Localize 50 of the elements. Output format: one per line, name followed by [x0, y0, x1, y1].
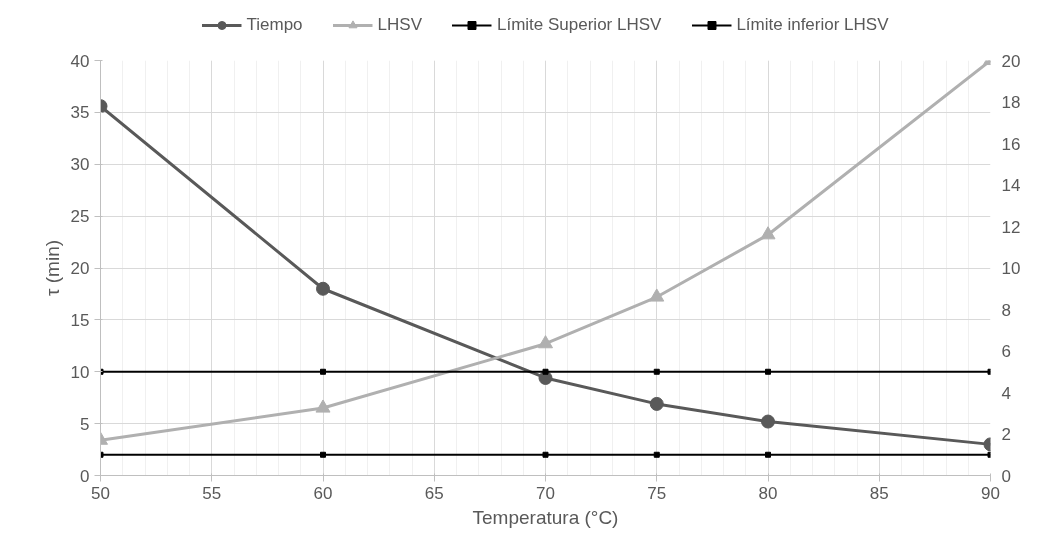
y2-tick-label: 20: [1001, 51, 1021, 71]
x-tick-label: 70: [536, 483, 555, 503]
x-tick-label: 65: [424, 483, 444, 503]
y2-tick-label: 4: [1001, 383, 1011, 403]
point: [653, 368, 660, 375]
y-tick-label: 35: [70, 103, 90, 123]
x-tick-label: 90: [981, 483, 1000, 503]
y-axis-title: τ (min): [41, 239, 63, 297]
x-tick-label: 80: [758, 483, 778, 503]
y2-tick-label: 10: [1001, 259, 1021, 278]
y-tick-label: 30: [70, 155, 90, 175]
legend-label: Límite Superior LHSV: [496, 15, 662, 35]
x-axis-title: Temperatura (°C): [472, 506, 619, 528]
y2-tick-label: 6: [1001, 342, 1011, 361]
x-tick-label: 55: [202, 483, 222, 503]
y2-tick-label: 0: [1001, 466, 1011, 486]
y-tick-label: 5: [80, 414, 90, 434]
point: [316, 281, 330, 296]
y-tick-label: 0: [80, 466, 90, 486]
y-tick-label: 10: [70, 362, 90, 382]
point: [649, 396, 664, 411]
y2-tick-label: 14: [1001, 176, 1021, 195]
y2-tick-label: 12: [1001, 217, 1021, 237]
x-tick-label: 75: [647, 483, 667, 503]
x-tick-label: 50: [91, 483, 110, 503]
x-tick-label: 60: [313, 483, 333, 503]
y-tick-label: 15: [70, 310, 90, 330]
point: [649, 288, 665, 302]
y-tick-label: 40: [70, 51, 90, 71]
y2-tick-label: 18: [1001, 93, 1021, 112]
legend-label: Tiempo: [246, 15, 303, 35]
point: [320, 451, 326, 458]
y2-tick-label: 16: [1001, 134, 1021, 154]
point: [653, 451, 660, 458]
y2-tick-label: 2: [1001, 425, 1011, 444]
point: [542, 451, 549, 458]
point: [765, 368, 771, 375]
point: [315, 399, 331, 413]
point: [765, 451, 771, 458]
x-tick-label: 85: [869, 483, 889, 503]
legend-label: LHSV: [377, 15, 422, 35]
point: [320, 368, 326, 375]
y2-tick-label: 8: [1001, 300, 1011, 320]
point: [761, 414, 775, 429]
y-tick-label: 25: [70, 207, 90, 227]
legend-label: Límite inferior LHSV: [736, 15, 889, 35]
point: [760, 226, 776, 240]
point: [538, 335, 553, 349]
point: [542, 368, 549, 375]
y-tick-label: 20: [70, 259, 90, 278]
